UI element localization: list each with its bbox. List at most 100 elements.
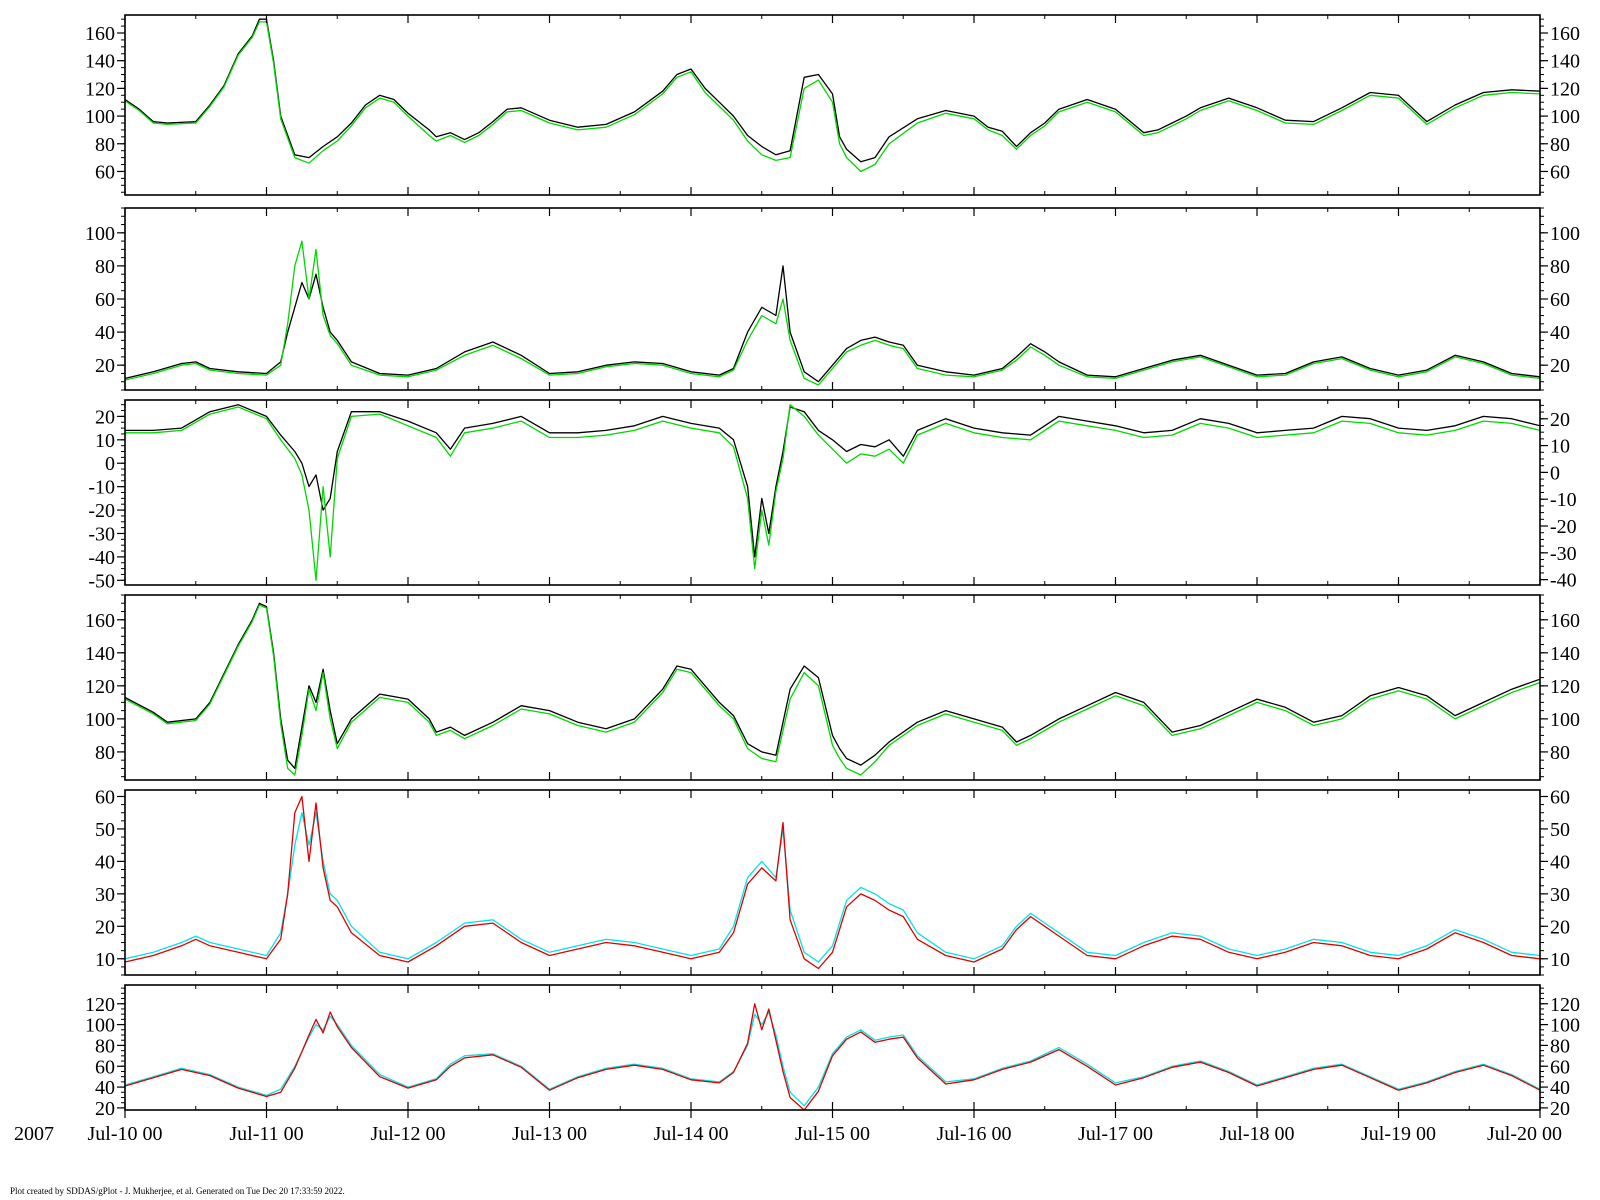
left-tick-label: 100: [85, 106, 115, 128]
right-tick-label: -10: [1550, 489, 1577, 511]
left-tick-label: 10: [95, 430, 115, 452]
left-tick-label: -10: [88, 477, 115, 499]
right-tick-label: 60: [1550, 161, 1570, 183]
left-tick-label: 60: [95, 1056, 115, 1078]
panel-3-frame: [124, 399, 1541, 586]
x-axis-tick-labels: Jul-10 00 Jul-11 00 Jul-12 00 Jul-13 00 Jul-…: [88, 1110, 1562, 1145]
panel-5-frame: [124, 789, 1541, 976]
right-tick-label: 20: [1550, 1098, 1570, 1120]
left-tick-label: 160: [85, 610, 115, 632]
right-tick-label: 120: [1550, 78, 1580, 100]
left-tick-label: 20: [95, 355, 115, 377]
right-tick-label: 80: [1550, 256, 1570, 278]
left-tick-label: -40: [88, 547, 115, 569]
panel-1: 60 80 100 120 140 160 60 80 100 120 140 160: [85, 14, 1580, 196]
panel-3-series-green: [125, 404, 1540, 581]
right-tick-label: -40: [1550, 570, 1577, 592]
left-tick-label: 160: [85, 23, 115, 45]
panel-2-series-green: [125, 240, 1540, 386]
panel-2: 20 40 60 80 100 20 40 60 80 100: [85, 207, 1580, 391]
x-tick-label: Jul-17 00: [1078, 1123, 1153, 1145]
left-tick-label: 20: [95, 916, 115, 938]
x-tick-label: Jul-15 00: [795, 1123, 870, 1145]
year-label: 2007: [14, 1123, 54, 1145]
left-tick-label: 40: [95, 1077, 115, 1099]
left-tick-label: 140: [85, 51, 115, 73]
x-tick-label: Jul-12 00: [371, 1123, 446, 1145]
left-tick-label: 80: [95, 134, 115, 156]
right-tick-label: 140: [1550, 51, 1580, 73]
right-tick-label: -20: [1550, 516, 1577, 538]
panel-2-series-black: [125, 265, 1540, 383]
footer-credit: Plot created by SDDAS/gPlot - J. Mukherj…: [10, 1186, 345, 1196]
right-tick-label: 20: [1550, 355, 1570, 377]
x-tick-label: Jul-11 00: [229, 1123, 303, 1145]
right-tick-label: 160: [1550, 23, 1580, 45]
panel-5-series-cyan: [125, 812, 1540, 963]
panel-2-frame: [124, 207, 1541, 391]
right-tick-label: -30: [1550, 543, 1577, 565]
left-tick-label: 120: [85, 994, 115, 1016]
left-tick-label: 80: [95, 742, 115, 764]
right-tick-label: 80: [1550, 1035, 1570, 1057]
left-tick-label: 100: [85, 223, 115, 245]
left-tick-label: 100: [85, 1015, 115, 1037]
right-tick-label: 0: [1550, 462, 1560, 484]
left-tick-label: 120: [85, 676, 115, 698]
right-tick-label: 30: [1550, 884, 1570, 906]
right-tick-label: 10: [1550, 949, 1570, 971]
right-tick-label: 60: [1550, 786, 1570, 808]
left-tick-label: 140: [85, 643, 115, 665]
right-tick-label: 140: [1550, 643, 1580, 665]
panel-6-series-cyan: [125, 1011, 1540, 1107]
right-tick-label: 100: [1550, 1015, 1580, 1037]
left-tick-label: 60: [95, 161, 115, 183]
left-tick-label: 60: [95, 786, 115, 808]
left-tick-label: 40: [95, 322, 115, 344]
right-tick-label: 50: [1550, 819, 1570, 841]
left-tick-label: 20: [95, 406, 115, 428]
right-tick-label: 40: [1550, 322, 1570, 344]
right-tick-label: 40: [1550, 1077, 1570, 1099]
left-tick-label: 80: [95, 1035, 115, 1057]
left-tick-label: 0: [105, 453, 115, 475]
x-tick-label: Jul-14 00: [654, 1123, 729, 1145]
panel-4-series-green: [125, 604, 1540, 776]
right-tick-label: 80: [1550, 134, 1570, 156]
left-tick-label: -20: [88, 500, 115, 522]
panel-6-series-red: [125, 1003, 1540, 1110]
left-tick-label: 30: [95, 884, 115, 906]
left-tick-label: 80: [95, 256, 115, 278]
right-tick-label: 100: [1550, 106, 1580, 128]
right-tick-label: 20: [1550, 409, 1570, 431]
right-tick-label: 80: [1550, 742, 1570, 764]
left-tick-label: 40: [95, 851, 115, 873]
right-tick-label: 60: [1550, 289, 1570, 311]
right-tick-label: 60: [1550, 1056, 1570, 1078]
panel-3-series-black: [125, 404, 1540, 558]
x-tick-label: Jul-18 00: [1220, 1123, 1295, 1145]
right-tick-label: 120: [1550, 676, 1580, 698]
right-tick-label: 160: [1550, 610, 1580, 632]
panel-4: 80 100 120 140 160 80 100 120 140 160: [85, 594, 1580, 781]
panel-5: 10 20 30 40 50 60 10 20 30 40 50 60: [95, 786, 1570, 976]
right-tick-label: 100: [1550, 223, 1580, 245]
x-tick-label: Jul-16 00: [937, 1123, 1012, 1145]
left-tick-label: 20: [95, 1098, 115, 1120]
left-tick-label: 10: [95, 949, 115, 971]
panel-4-frame: [124, 594, 1541, 781]
x-tick-label: Jul-13 00: [512, 1123, 587, 1145]
right-tick-label: 120: [1550, 994, 1580, 1016]
left-tick-label: -30: [88, 523, 115, 545]
right-tick-label: 40: [1550, 851, 1570, 873]
left-tick-label: 60: [95, 289, 115, 311]
panel-5-series-red: [125, 795, 1540, 970]
right-tick-label: 100: [1550, 709, 1580, 731]
x-tick-label: Jul-10 00: [88, 1123, 163, 1145]
panel-6-frame: [124, 984, 1541, 1111]
left-tick-label: 120: [85, 78, 115, 100]
left-tick-label: 100: [85, 709, 115, 731]
panel-4-series-black: [125, 602, 1540, 770]
